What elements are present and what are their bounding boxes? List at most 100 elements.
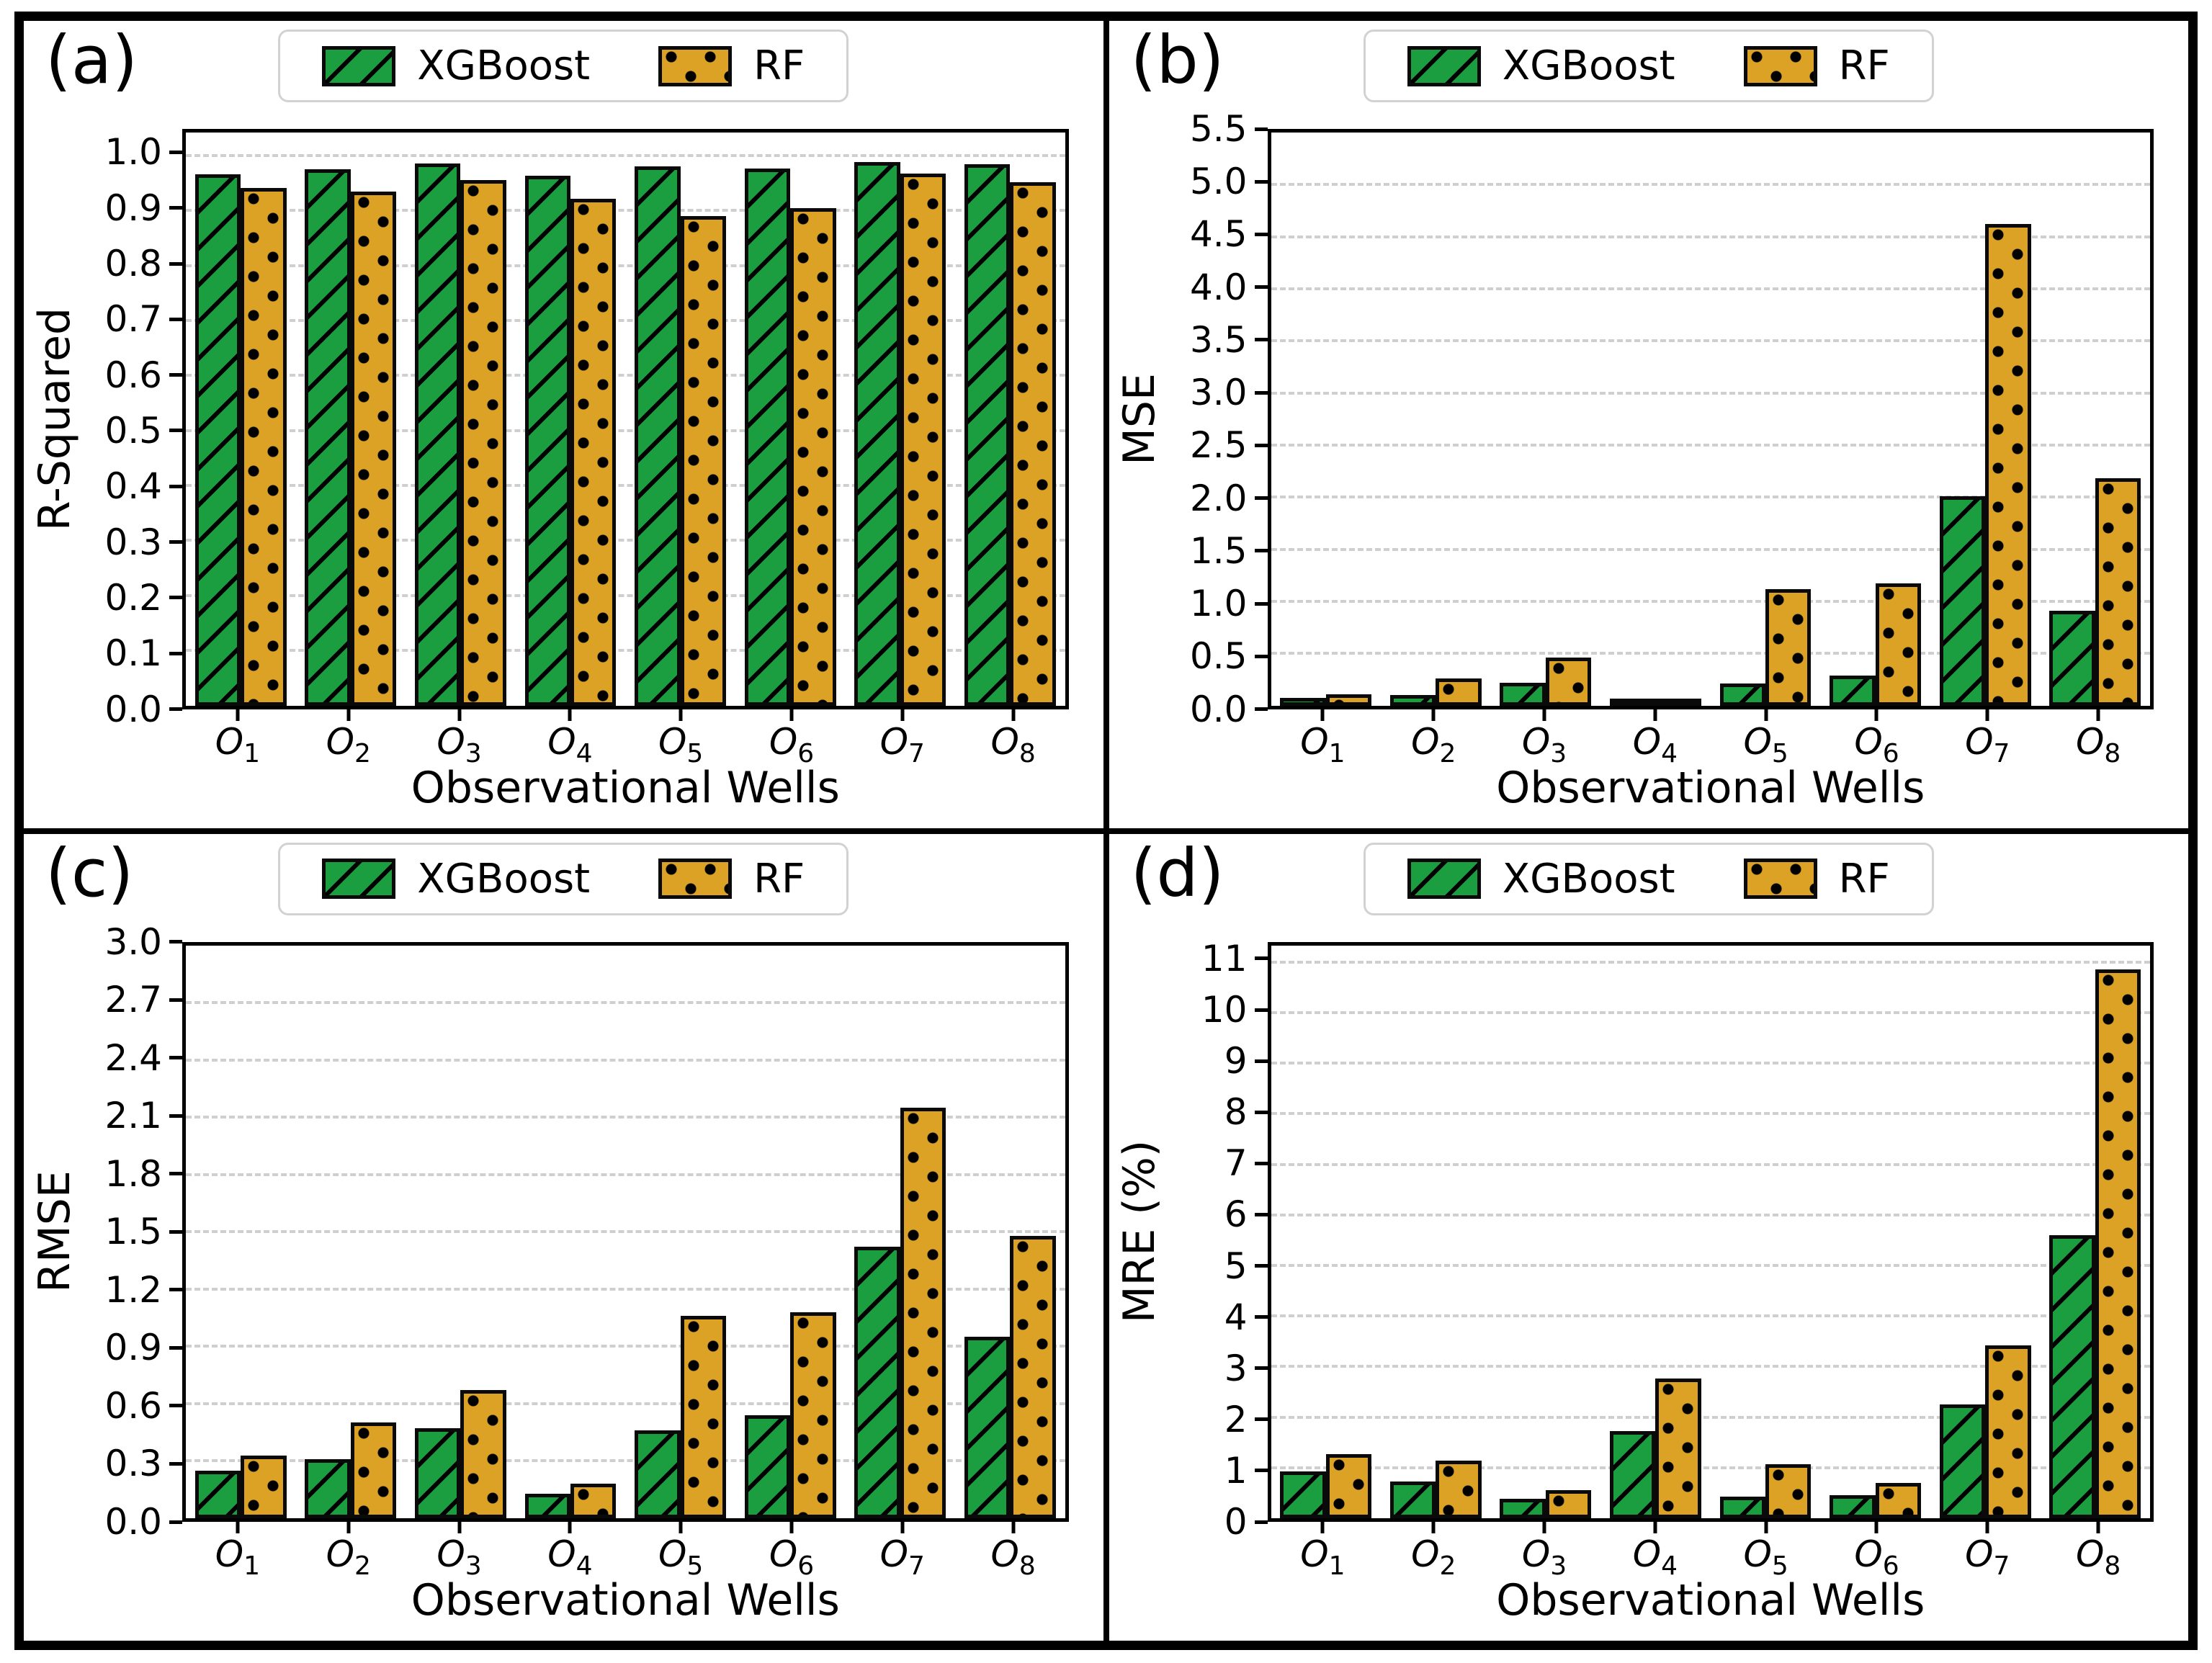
x-tick-label: O3 — [436, 1533, 481, 1581]
x-tick-mark — [1985, 709, 1989, 721]
y-tick-column: 0.0 0.1 0.2 0.3 0.4 0.5 0.6 0.7 0.8 0.9 1.0 — [85, 129, 182, 727]
chart-panel: (c) XGBoost RF RMSE 0.0 0.3 0.6 0.9 1.2 1.5 1.… — [21, 830, 1106, 1644]
legend: XGBoost RF — [1363, 842, 1934, 915]
legend-item-rf: RF — [1743, 42, 1890, 89]
category-letter: O — [436, 1533, 465, 1575]
category-letter: O — [658, 1533, 687, 1575]
y-tick-label: 0.1 — [104, 632, 162, 675]
x-tick-mark — [1653, 709, 1657, 721]
y-tick-mark — [169, 317, 182, 321]
panel-header: (c) XGBoost RF — [24, 834, 1103, 942]
y-tick-mark — [169, 1520, 182, 1524]
y-tick-mark — [169, 540, 182, 544]
panel-header: (d) XGBoost RF — [1109, 834, 2189, 942]
x-tick-mark — [1764, 709, 1768, 721]
gridline — [1271, 1010, 2150, 1014]
bar-xgboost-o5 — [635, 1430, 681, 1518]
legend: XGBoost RF — [278, 842, 849, 915]
category-letter: O — [1521, 720, 1551, 763]
category-letter: O — [2075, 720, 2105, 763]
y-tick-mark — [1254, 127, 1268, 131]
category-letter: O — [215, 1533, 244, 1575]
y-tick-label: 1 — [1224, 1449, 1248, 1492]
bar-rf-o8 — [2095, 969, 2141, 1518]
x-tick-label: O2 — [1411, 721, 1456, 768]
category-letter: O — [1411, 720, 1440, 763]
y-tick-label: 6 — [1224, 1193, 1248, 1236]
xgboost-hatch-swatch — [1407, 45, 1481, 86]
bar-xgboost-o1 — [194, 1470, 241, 1518]
panel-label: (a) — [45, 22, 138, 99]
x-tick-label: O2 — [326, 721, 371, 768]
y-tick-column: 0 1 2 3 4 5 6 7 8 9 10 11 — [1170, 941, 1268, 1540]
bar-xgboost-o7 — [854, 162, 900, 706]
y-tick: 2.4 — [104, 1040, 182, 1076]
y-tick-mark — [1254, 1366, 1268, 1371]
y-tick: 4.5 — [1190, 216, 1268, 252]
x-tick-row: O1 O2 O3 O4 O5 O6 O7 O8 — [182, 709, 1069, 768]
plot-right-margin — [1069, 129, 1103, 709]
category-letter: O — [326, 720, 354, 763]
y-tick-mark — [1254, 390, 1268, 395]
category-subscript: 8 — [2104, 738, 2121, 768]
y-tick-mark — [169, 1113, 182, 1118]
y-tick-mark — [169, 206, 182, 210]
gridline — [1271, 1466, 2150, 1469]
x-tick-label: O5 — [1744, 721, 1788, 768]
y-tick: 0.6 — [104, 1388, 182, 1424]
x-axis-label: Observational Wells — [411, 1575, 840, 1626]
category-subscript: 2 — [1439, 738, 1456, 768]
bar-xgboost-o8 — [964, 1337, 1011, 1518]
y-tick-mark — [169, 596, 182, 600]
bar-xgboost-o6 — [1830, 1495, 1876, 1518]
gridline — [1271, 443, 2150, 447]
category-subscript: 6 — [797, 738, 815, 768]
plot-area — [1267, 129, 2154, 709]
y-tick: 0.0 — [104, 1504, 182, 1540]
y-tick: 3.5 — [1190, 322, 1268, 358]
plot-right-margin — [1069, 942, 1103, 1523]
y-tick: 0.1 — [104, 635, 182, 671]
bar-rf-o8 — [2095, 478, 2141, 706]
y-tick: 8 — [1224, 1094, 1268, 1130]
y-tick-mark — [1254, 654, 1268, 658]
y-tick-mark — [169, 373, 182, 377]
y-tick-label: 0 — [1224, 1501, 1248, 1543]
category-subscript: 7 — [1993, 1551, 2010, 1581]
y-tick-label: 2.4 — [104, 1036, 162, 1079]
y-tick-mark — [1254, 601, 1268, 606]
y-tick-mark — [1254, 1520, 1268, 1524]
gridline — [1271, 960, 2150, 964]
x-tick-mark — [1542, 709, 1546, 721]
category-letter: O — [990, 1533, 1019, 1575]
y-tick-label: 0.4 — [104, 465, 162, 508]
y-tick-label: 0.5 — [1189, 635, 1248, 678]
chart-panel: (d) XGBoost RF MRE (%) 0 1 2 3 4 5 6 7 8 9 10 11 O1… — [1106, 830, 2191, 1644]
y-tick: 0.3 — [104, 1445, 182, 1482]
y-tick: 3.0 — [1190, 375, 1268, 411]
legend-item-xgboost: XGBoost — [322, 42, 590, 89]
x-axis-label: Observational Wells — [411, 762, 840, 813]
chart-panel: (a) XGBoost RF R-Squared 0.0 0.1 0.2 0.3 0.4… — [21, 18, 1106, 831]
category-subscript: 3 — [465, 738, 482, 768]
y-tick: 9 — [1224, 1043, 1268, 1079]
y-tick-label: 0.6 — [104, 354, 162, 396]
y-tick-mark — [1254, 443, 1268, 447]
y-tick-mark — [1254, 1059, 1268, 1063]
bar-xgboost-o7 — [854, 1247, 900, 1518]
bar-rf-o3 — [1545, 657, 1592, 706]
y-tick-column: 0.0 0.5 1.0 1.5 2.0 2.5 3.0 3.5 4.0 4.5 5.0 5.5 — [1170, 111, 1268, 727]
y-axis-label: RMSE — [29, 1170, 80, 1293]
legend-label-xgboost: XGBoost — [1502, 855, 1675, 902]
gridline — [186, 154, 1065, 158]
category-subscript: 4 — [1661, 1551, 1678, 1581]
category-subscript: 7 — [908, 738, 925, 768]
x-tick-mark — [900, 1522, 905, 1533]
y-tick: 0.6 — [104, 357, 182, 393]
category-subscript: 6 — [1882, 738, 1899, 768]
x-tick-mark — [789, 709, 794, 721]
gridline — [186, 1230, 1065, 1234]
x-tick-mark — [236, 1522, 240, 1533]
x-tick-mark — [568, 1522, 572, 1533]
x-tick-mark — [1320, 1522, 1325, 1533]
